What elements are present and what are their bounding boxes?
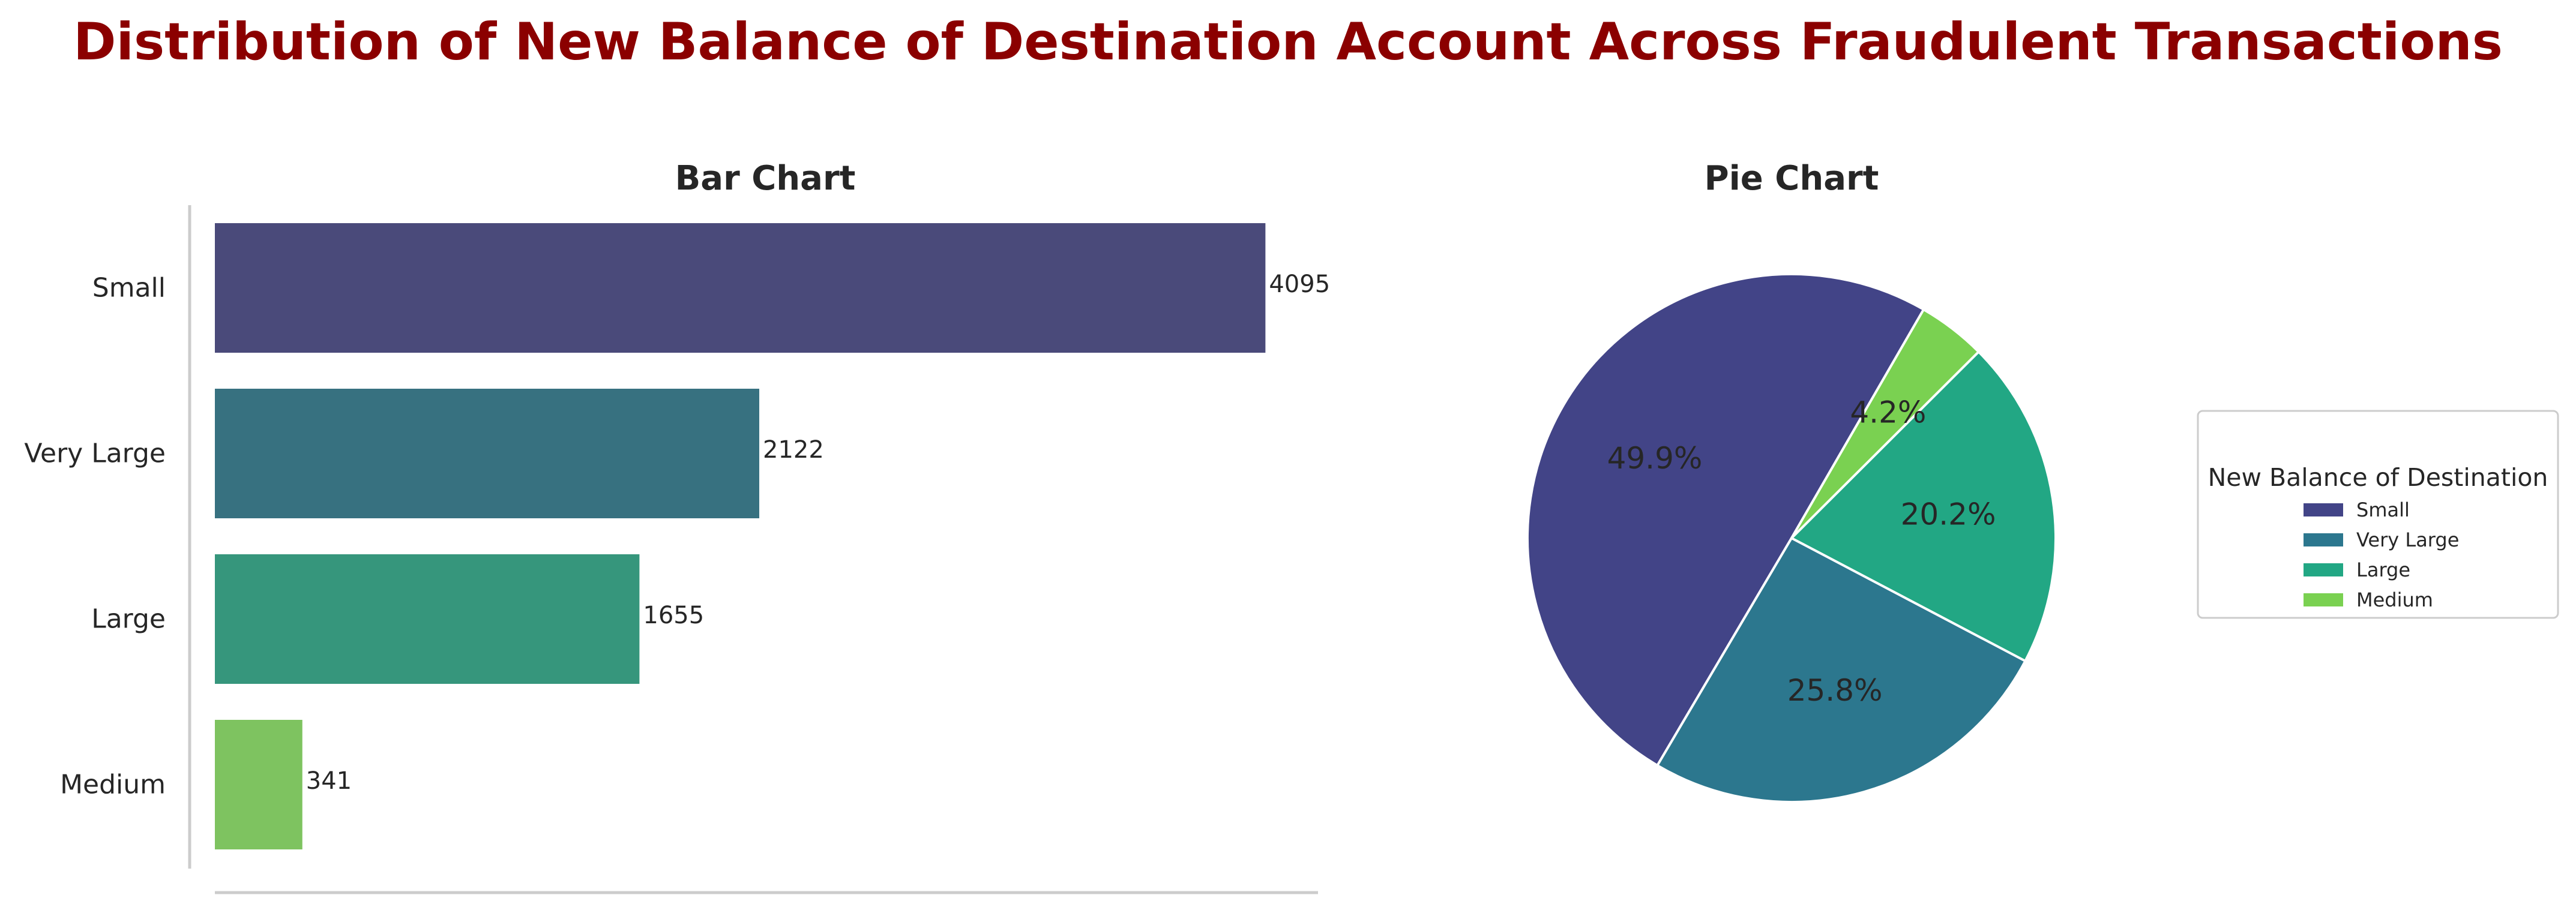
pie-chart-title: Pie Chart (1705, 159, 1879, 198)
pie-slice-very-large (1656, 537, 2027, 803)
bar-chart-title: Bar Chart (675, 159, 856, 198)
pie-pct-label-large: 20.2% (1901, 497, 1996, 532)
bar-category-label-medium: Medium (60, 770, 166, 800)
legend-label-small: Small (2356, 498, 2410, 521)
bar-category-label-small: Small (92, 273, 166, 304)
pie-pct-label-small: 49.9% (1607, 441, 1703, 476)
pie-legend-title: New Balance of Destination (2208, 463, 2548, 492)
legend-label-very-large: Very Large (2356, 528, 2459, 551)
pie-pct-label-very-large: 25.8% (1787, 673, 1883, 708)
legend-swatch-very-large (2304, 533, 2343, 546)
legend-swatch-large (2304, 563, 2343, 576)
pie-chart: Pie Chart 49.9% 25.8% 20.2% 4.2% New Balanc… (1526, 159, 2559, 803)
bar-value-label-small: 4095 (1269, 271, 1330, 298)
bar-value-label-very-large: 2122 (763, 436, 824, 464)
pie-legend: New Balance of Destination Small Very Lar… (2197, 410, 2559, 619)
legend-label-large: Large (2356, 558, 2410, 581)
legend-swatch-small (2304, 503, 2343, 516)
pie-legend-frame (2197, 410, 2559, 619)
pie-slice-medium (1790, 308, 1980, 539)
legend-swatch-medium (2304, 593, 2343, 606)
bar-very-large (215, 389, 760, 518)
bar-medium (215, 720, 302, 849)
bar-category-label-large: Large (91, 604, 166, 635)
bar-category-label-very-large: Very Large (24, 439, 166, 469)
bar-chart: Bar Chart Small 4095 Very Large 2122 Large 16… (24, 159, 1330, 894)
legend-label-medium: Medium (2356, 588, 2433, 611)
bar-value-label-medium: 341 (306, 767, 352, 795)
pie-slice-small (1526, 273, 1925, 767)
bar-value-label-large: 1655 (643, 602, 704, 629)
pie-slice-large (1790, 350, 2057, 662)
bar-small (215, 223, 1266, 353)
bar-large (215, 554, 640, 684)
page-title: Distribution of New Balance of Destinati… (73, 12, 2503, 72)
pie-pct-label-medium: 4.2% (1850, 395, 1926, 430)
